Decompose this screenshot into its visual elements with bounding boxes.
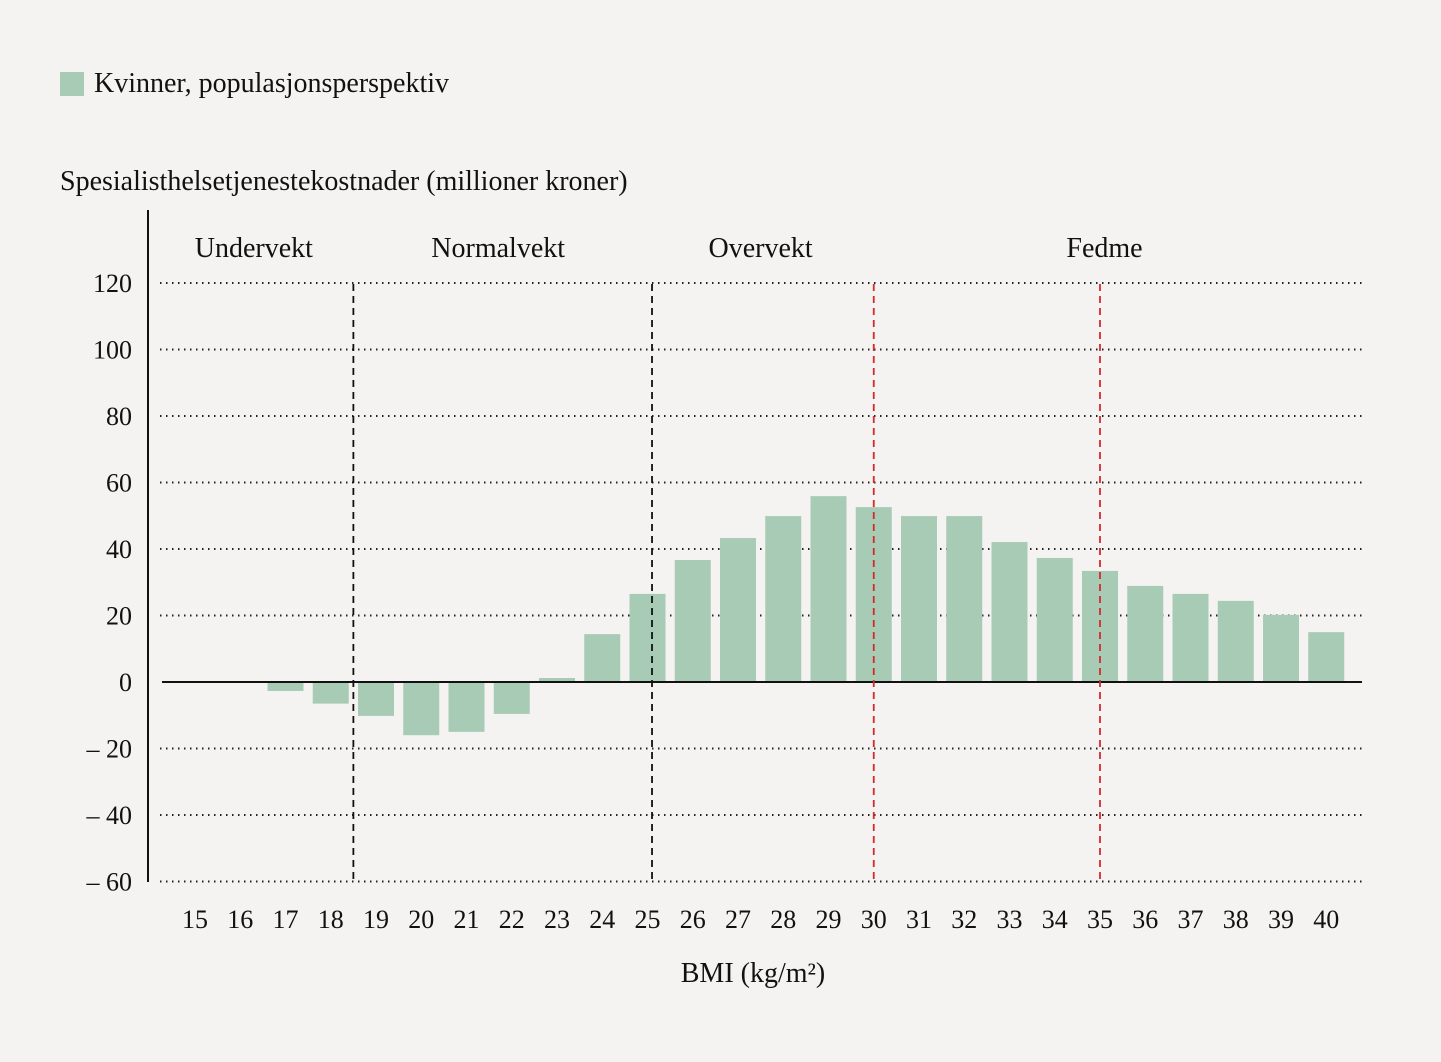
- x-tick-label: 19: [363, 905, 389, 934]
- x-tick-label: 32: [951, 905, 977, 934]
- bar: [493, 682, 530, 714]
- x-tick-label: 26: [680, 905, 706, 934]
- bar: [674, 559, 711, 682]
- x-tick-label: 38: [1223, 905, 1249, 934]
- bar: [1127, 585, 1164, 682]
- legend-swatch: [60, 72, 84, 96]
- y-tick-label: 0: [119, 668, 132, 697]
- x-tick-label: 17: [273, 905, 299, 934]
- bar: [1036, 557, 1073, 682]
- x-tick-label: 18: [318, 905, 344, 934]
- bar: [720, 538, 756, 682]
- x-tick-label: 23: [544, 905, 570, 934]
- y-axis-title: Spesialisthelsetjenestekostnader (millio…: [60, 166, 628, 197]
- x-tick-label: 31: [906, 905, 932, 934]
- bar: [765, 516, 802, 682]
- x-tick-label: 37: [1178, 905, 1204, 934]
- x-tick-label: 15: [182, 905, 208, 934]
- x-tick-label: 36: [1132, 905, 1158, 934]
- bar: [584, 634, 621, 682]
- x-tick-label: 30: [861, 905, 887, 934]
- x-tick-label: 33: [997, 905, 1023, 934]
- y-tick-label: 80: [106, 402, 132, 431]
- bmi-category-label: Fedme: [1066, 233, 1142, 264]
- bar: [629, 593, 666, 682]
- bar: [901, 516, 937, 682]
- x-tick-label: 25: [635, 905, 661, 934]
- x-tick-label: 20: [408, 905, 434, 934]
- bar: [1263, 614, 1299, 682]
- bar: [991, 542, 1028, 682]
- bar: [358, 682, 394, 716]
- x-tick-label: 21: [454, 905, 480, 934]
- x-tick-label: 28: [770, 905, 796, 934]
- y-tick-label: – 20: [86, 735, 133, 764]
- bmi-category-label: Undervekt: [195, 233, 313, 264]
- bar: [267, 682, 304, 691]
- y-tick-label: 40: [106, 535, 132, 564]
- x-tick-label: 24: [589, 905, 615, 934]
- bar: [448, 682, 485, 732]
- bar: [312, 682, 349, 704]
- y-tick-label: 20: [106, 602, 132, 631]
- x-tick-label: 34: [1042, 905, 1068, 934]
- x-axis-title: BMI (kg/m²): [681, 958, 826, 989]
- legend-label: Kvinner, populasjonsperspektiv: [94, 68, 450, 99]
- x-tick-label: 29: [816, 905, 842, 934]
- bmi-category-label: Overvekt: [709, 233, 813, 264]
- bar: [539, 678, 575, 682]
- y-tick-label: 120: [93, 269, 132, 298]
- x-tick-label: 16: [227, 905, 253, 934]
- bar: [1172, 593, 1209, 682]
- x-tick-label: 22: [499, 905, 525, 934]
- bar: [946, 516, 983, 682]
- bar: [1308, 632, 1345, 682]
- bar: [810, 496, 847, 682]
- y-tick-label: – 40: [86, 801, 133, 830]
- y-tick-label: – 60: [86, 868, 133, 897]
- bar: [403, 682, 440, 736]
- bmi-category-label: Normalvekt: [431, 233, 565, 264]
- x-tick-label: 27: [725, 905, 751, 934]
- x-tick-label: 40: [1313, 905, 1339, 934]
- legend: Kvinner, populasjonsperspektiv: [60, 68, 449, 100]
- x-tick-label: 39: [1268, 905, 1294, 934]
- bar: [1217, 600, 1254, 682]
- y-tick-label: 60: [106, 469, 132, 498]
- bar: [855, 507, 892, 682]
- x-tick-label: 35: [1087, 905, 1113, 934]
- y-tick-label: 100: [93, 336, 132, 365]
